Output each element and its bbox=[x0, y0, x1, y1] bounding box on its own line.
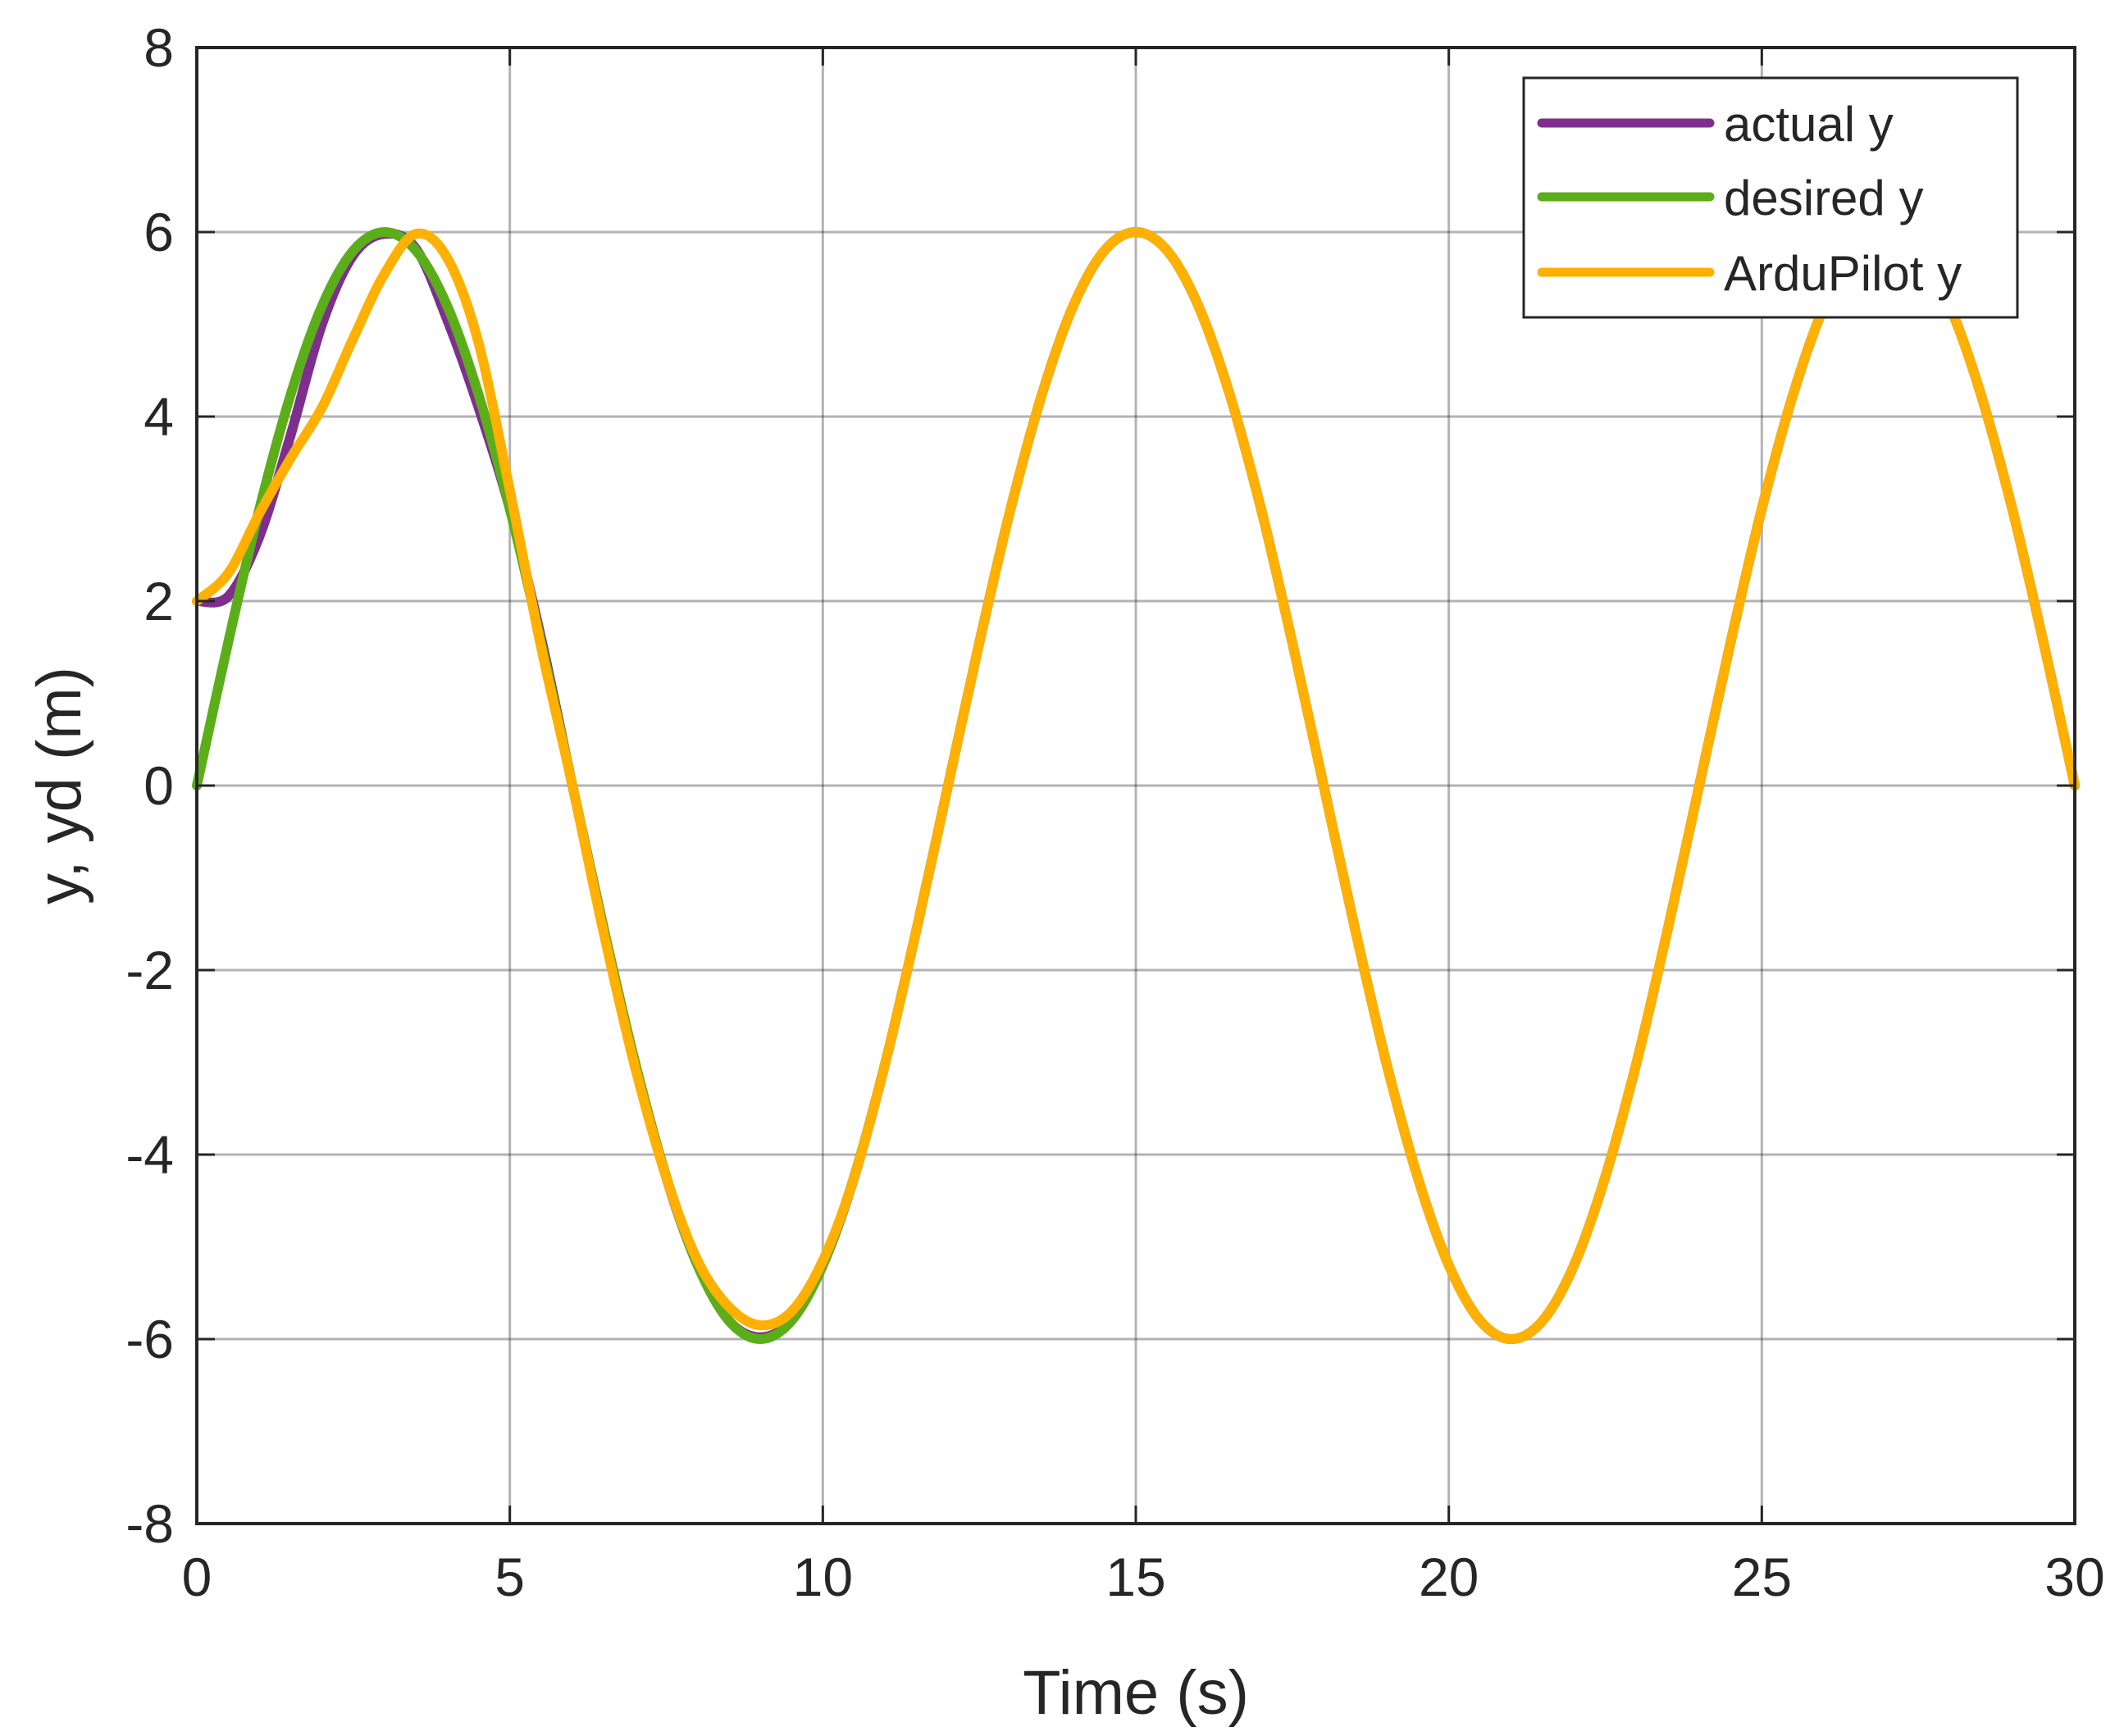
legend-label-desired-y: desired y bbox=[1724, 171, 1923, 226]
series-line-ardupilot-y bbox=[192, 227, 2080, 1344]
y-tick-label: 8 bbox=[144, 17, 174, 78]
x-tick-label: 20 bbox=[1419, 1547, 1479, 1607]
x-tick-label: 15 bbox=[1105, 1547, 1165, 1607]
y-tick-label: 6 bbox=[144, 202, 174, 262]
x-tick-label: 10 bbox=[793, 1547, 853, 1607]
y-tick-label: -6 bbox=[125, 1309, 174, 1369]
axis-ticks: 0 5 10 15 20 25 30 -8 -6 -4 -2 0 2 4 6 8 bbox=[125, 17, 2104, 1607]
y-tick-label: 2 bbox=[144, 571, 174, 631]
y-tick-label: 4 bbox=[144, 386, 174, 447]
y-tick-label: -2 bbox=[125, 940, 174, 1000]
x-tick-label: 5 bbox=[495, 1547, 525, 1607]
y-tick-label: -8 bbox=[125, 1493, 174, 1554]
legend-label-ardupilot-y: ArduPilot y bbox=[1724, 246, 1962, 301]
x-tick-label: 0 bbox=[182, 1547, 212, 1607]
x-tick-label: 30 bbox=[2044, 1547, 2104, 1607]
legend-label-actual-y: actual y bbox=[1724, 97, 1894, 152]
y-axis-title: y, yd (m) bbox=[25, 667, 94, 904]
legend: actual y desired y ArduPilot y bbox=[1522, 76, 2019, 319]
x-axis-title: Time (s) bbox=[1023, 1658, 1249, 1728]
y-tick-label: 0 bbox=[144, 755, 174, 816]
y-tick-label: -4 bbox=[125, 1124, 174, 1185]
data-series bbox=[192, 227, 2080, 1344]
x-tick-label: 25 bbox=[1732, 1547, 1792, 1607]
